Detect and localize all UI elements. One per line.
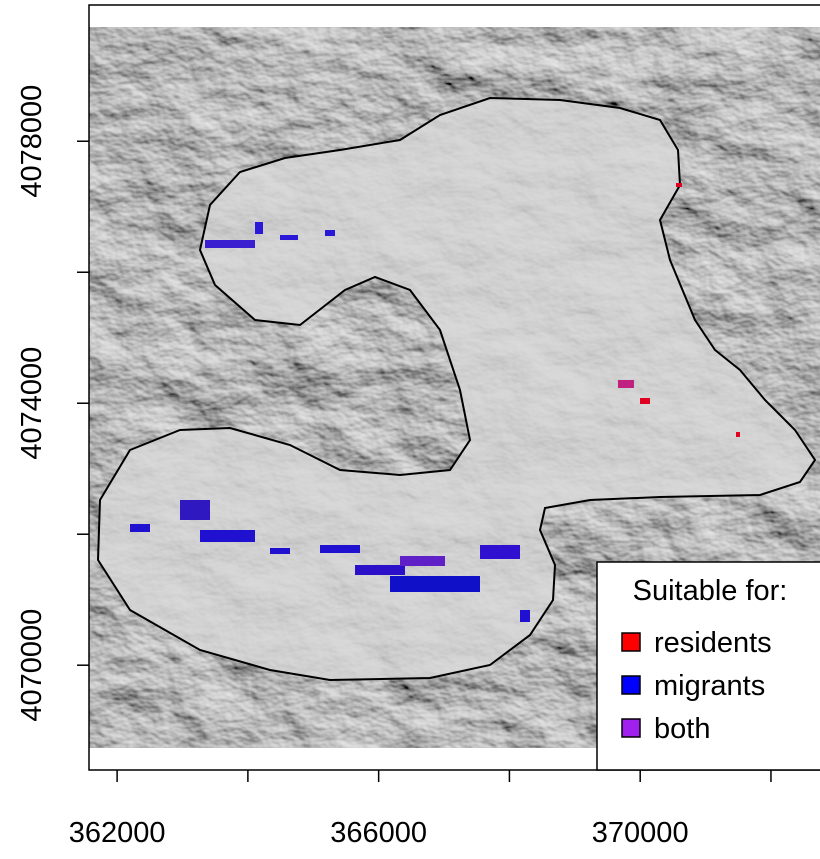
- x-tick-label: 362000: [69, 817, 166, 849]
- cell-cluster: [400, 556, 445, 566]
- cell-cluster: [200, 530, 255, 542]
- legend-title: Suitable for:: [633, 575, 788, 607]
- cell-cluster: [618, 380, 634, 388]
- legend-label: residents: [654, 627, 772, 659]
- legend-label: both: [654, 713, 710, 745]
- y-tick-label: 4074000: [16, 347, 48, 460]
- x-tick-label: 370000: [592, 817, 689, 849]
- cell-cluster: [520, 610, 530, 622]
- cell-cluster: [255, 222, 263, 234]
- legend-swatch: [622, 676, 640, 694]
- legend-swatch: [622, 719, 640, 737]
- cell-cluster: [325, 230, 335, 236]
- legend: Suitable for: residents migrants both: [597, 562, 820, 770]
- y-tick-label: 4078000: [16, 85, 48, 198]
- y-tick-label: 4070000: [16, 609, 48, 722]
- cell-cluster: [736, 432, 740, 437]
- legend-swatch: [622, 633, 640, 651]
- cell-cluster: [480, 545, 520, 559]
- cell-cluster: [205, 240, 255, 248]
- x-tick-label: 366000: [330, 817, 427, 849]
- cell-cluster: [130, 524, 150, 532]
- legend-label: migrants: [654, 670, 765, 702]
- cell-cluster: [676, 183, 682, 187]
- cell-cluster: [270, 548, 290, 554]
- map-figure: 362000366000370000407000040740004078000 …: [0, 0, 820, 859]
- cell-cluster: [180, 500, 210, 520]
- cell-cluster: [320, 545, 360, 553]
- cell-cluster: [390, 576, 480, 592]
- cell-cluster: [640, 398, 650, 404]
- cell-cluster: [280, 235, 298, 240]
- cell-cluster: [355, 565, 405, 575]
